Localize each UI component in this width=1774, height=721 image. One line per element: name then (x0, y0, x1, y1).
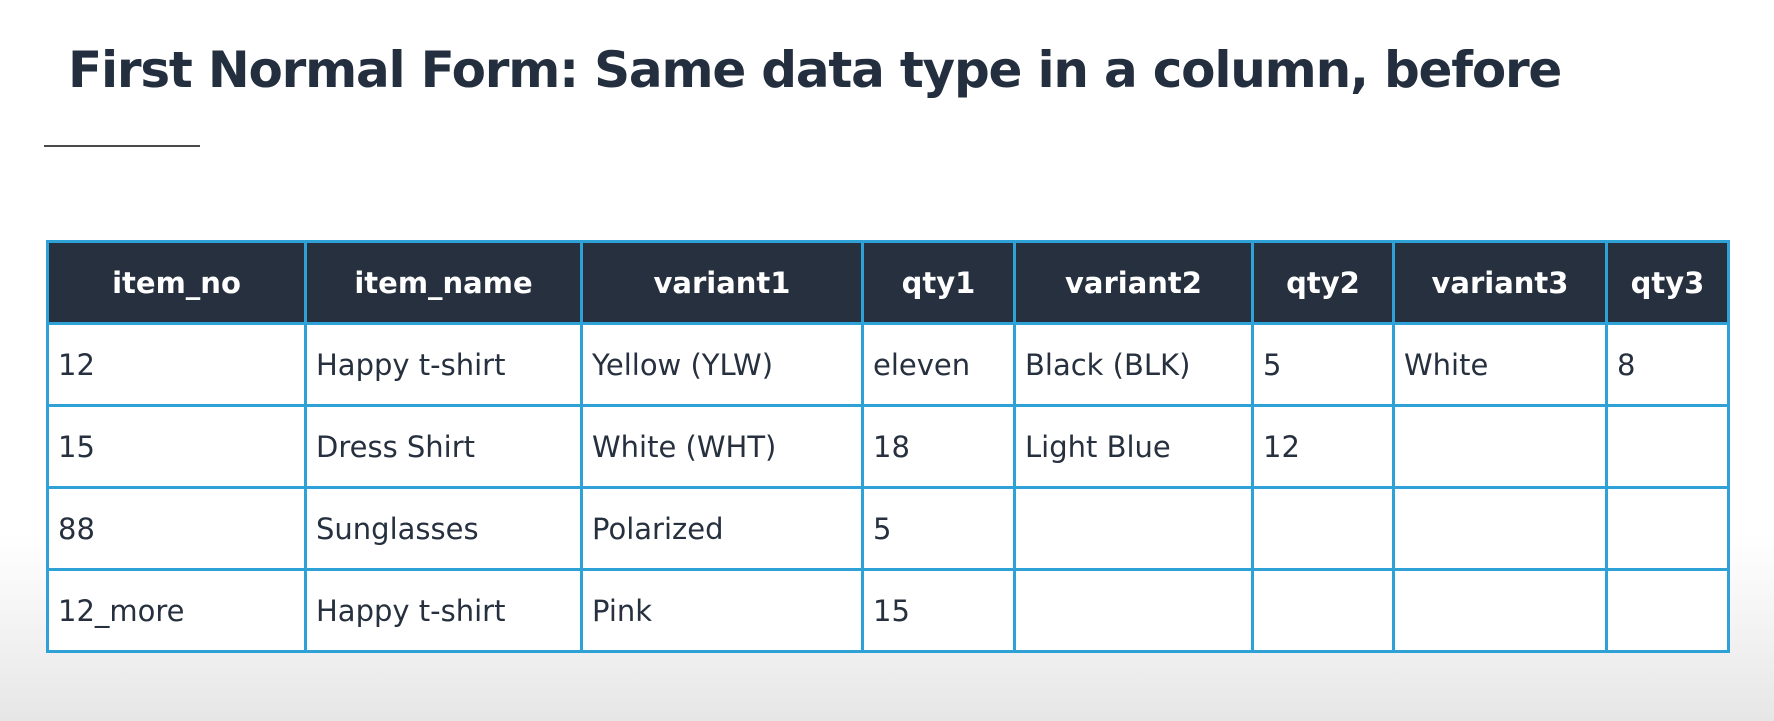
column-header-qty3: qty3 (1605, 240, 1730, 325)
cell-qty1: 18 (861, 404, 1016, 489)
cell-qty3: 8 (1605, 322, 1730, 407)
cell-variant2: Black (BLK) (1013, 322, 1254, 407)
table-container: item_no item_name variant1 qty1 variant2… (46, 240, 1730, 653)
cell-qty2: 5 (1251, 322, 1395, 407)
title-underline-rule (44, 145, 200, 147)
table-header-row: item_no item_name variant1 qty1 variant2… (46, 240, 1730, 325)
cell-qty2 (1251, 568, 1395, 653)
cell-variant2: Light Blue (1013, 404, 1254, 489)
cell-qty1: eleven (861, 322, 1016, 407)
data-table: item_no item_name variant1 qty1 variant2… (46, 240, 1730, 653)
cell-variant3 (1392, 486, 1608, 571)
column-header-item-name: item_name (304, 240, 583, 325)
cell-item-no: 88 (46, 486, 307, 571)
cell-variant2 (1013, 486, 1254, 571)
cell-variant3: White (1392, 322, 1608, 407)
column-header-variant3: variant3 (1392, 240, 1608, 325)
cell-item-name: Sunglasses (304, 486, 583, 571)
cell-item-name: Happy t-shirt (304, 568, 583, 653)
table-row: 12 Happy t-shirt Yellow (YLW) eleven Bla… (46, 322, 1730, 407)
cell-qty3 (1605, 486, 1730, 571)
cell-item-no: 15 (46, 404, 307, 489)
cell-qty1: 15 (861, 568, 1016, 653)
cell-qty3 (1605, 404, 1730, 489)
cell-item-no: 12 (46, 322, 307, 407)
cell-item-name: Happy t-shirt (304, 322, 583, 407)
cell-variant1: White (WHT) (580, 404, 864, 489)
slide-title: First Normal Form: Same data type in a c… (68, 41, 1562, 99)
cell-item-no: 12_more (46, 568, 307, 653)
column-header-qty2: qty2 (1251, 240, 1395, 325)
cell-variant3 (1392, 404, 1608, 489)
column-header-variant2: variant2 (1013, 240, 1254, 325)
table-row: 15 Dress Shirt White (WHT) 18 Light Blue… (46, 404, 1730, 489)
cell-qty3 (1605, 568, 1730, 653)
cell-variant2 (1013, 568, 1254, 653)
cell-qty2 (1251, 486, 1395, 571)
column-header-item-no: item_no (46, 240, 307, 325)
column-header-variant1: variant1 (580, 240, 864, 325)
cell-qty2: 12 (1251, 404, 1395, 489)
table-row: 88 Sunglasses Polarized 5 (46, 486, 1730, 571)
table-row: 12_more Happy t-shirt Pink 15 (46, 568, 1730, 653)
cell-item-name: Dress Shirt (304, 404, 583, 489)
cell-qty1: 5 (861, 486, 1016, 571)
cell-variant3 (1392, 568, 1608, 653)
cell-variant1: Polarized (580, 486, 864, 571)
cell-variant1: Pink (580, 568, 864, 653)
cell-variant1: Yellow (YLW) (580, 322, 864, 407)
column-header-qty1: qty1 (861, 240, 1016, 325)
